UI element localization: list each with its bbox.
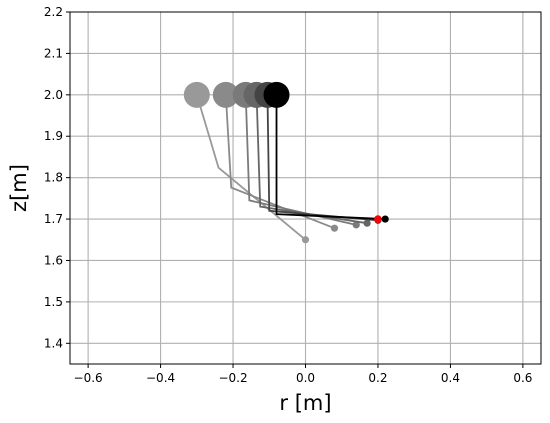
arm-line (266, 94, 379, 222)
y-tick-label: 2.0 (44, 88, 63, 102)
y-axis-label: z[m] (7, 164, 31, 212)
arm-series-4 (255, 94, 371, 227)
arm-tip-point (381, 215, 389, 223)
y-tick-label: 1.4 (44, 336, 63, 350)
y-tick-label: 1.9 (44, 129, 63, 143)
x-axis-label: r [m] (279, 391, 331, 415)
x-tick-label: −0.2 (218, 371, 247, 385)
x-tick-label: −0.6 (74, 371, 103, 385)
y-tick-label: 1.6 (44, 253, 63, 267)
x-tick-label: 0.2 (368, 371, 387, 385)
y-tick-label: 1.8 (44, 171, 63, 185)
arm-tip-point (352, 221, 360, 229)
x-tick-label: 0.0 (296, 371, 315, 385)
arm-tip-point (301, 236, 310, 244)
arm-line (255, 94, 368, 225)
arm-tip-point (363, 219, 371, 227)
x-tick-label: −0.4 (146, 371, 175, 385)
y-axis-ticks: 1.4 1.5 1.6 1.7 1.8 1.9 2.0 2.1 2.2 (44, 5, 70, 350)
arm-series-5 (266, 94, 382, 224)
arm-line (195, 94, 307, 241)
target-point (374, 215, 382, 223)
y-tick-label: 2.1 (44, 46, 63, 60)
arm-base-circle (263, 81, 290, 108)
series-layer (183, 81, 389, 244)
y-tick-label: 1.7 (44, 212, 63, 226)
grid (70, 11, 541, 364)
arm-line (244, 94, 357, 226)
arm-base-circle (212, 81, 239, 108)
x-tick-label: 0.4 (441, 371, 460, 385)
arm-series-1 (195, 94, 310, 244)
arm-line (275, 94, 386, 220)
y-tick-label: 1.5 (44, 295, 63, 309)
y-tick-label: 2.2 (44, 5, 63, 19)
arm-base-circle (183, 81, 210, 108)
arm-tip-point (330, 224, 339, 232)
x-tick-label: 0.6 (513, 371, 532, 385)
arm-series-6 (275, 94, 389, 223)
x-axis-ticks: −0.6 −0.4 −0.2 0.0 0.2 0.4 0.6 (74, 364, 532, 385)
arm-series-3 (244, 94, 360, 229)
